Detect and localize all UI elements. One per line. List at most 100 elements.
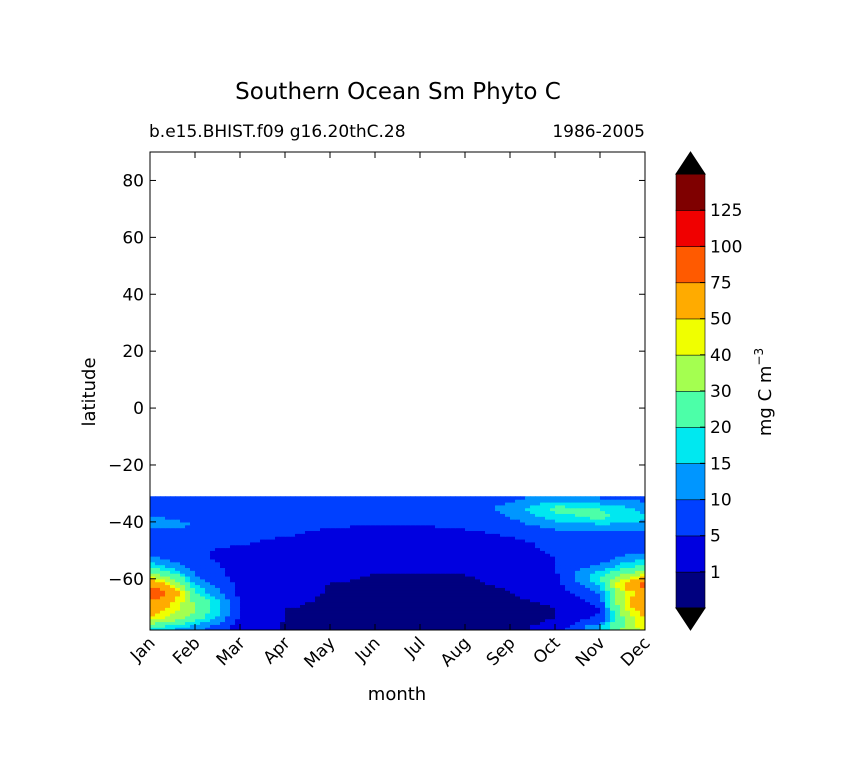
heatmap-cell <box>620 624 626 628</box>
heatmap-cell <box>395 561 401 566</box>
heatmap-cell <box>150 570 156 574</box>
heatmap-cell <box>270 530 276 534</box>
heatmap-cell <box>405 538 411 543</box>
heatmap-cell <box>495 536 501 540</box>
heatmap-cell <box>615 573 621 577</box>
heatmap-cell <box>510 578 516 583</box>
heatmap-cell <box>225 496 231 500</box>
heatmap-cell <box>445 567 451 571</box>
heatmap-cell <box>225 510 231 514</box>
heatmap-cell <box>530 593 536 597</box>
heatmap-cell <box>415 612 421 617</box>
heatmap-cell <box>435 612 441 617</box>
heatmap-cell <box>595 558 601 563</box>
heatmap-cell <box>610 624 616 628</box>
heatmap-cell <box>290 595 296 600</box>
heatmap-cell <box>415 513 421 517</box>
heatmap-cell <box>510 612 516 617</box>
heatmap-cell <box>610 521 616 526</box>
heatmap-cell <box>335 499 341 503</box>
heatmap-cell <box>335 621 341 625</box>
heatmap-cell <box>235 564 241 569</box>
heatmap-cell <box>240 561 246 566</box>
heatmap-cell <box>530 578 536 583</box>
heatmap-cell <box>520 593 526 597</box>
heatmap-cell <box>565 601 571 605</box>
heatmap-cell <box>350 521 356 526</box>
heatmap-cell <box>200 598 206 603</box>
heatmap-cell <box>270 607 276 611</box>
heatmap-cell <box>595 615 601 620</box>
heatmap-cell <box>615 567 621 571</box>
heatmap-cell <box>585 538 591 543</box>
heatmap-cell <box>420 550 426 554</box>
heatmap-cell <box>500 521 506 526</box>
heatmap-cell <box>180 570 186 574</box>
heatmap-cell <box>460 521 466 526</box>
heatmap-cell <box>355 544 361 549</box>
heatmap-cell <box>605 587 611 591</box>
heatmap-cell <box>155 587 161 591</box>
heatmap-cell <box>575 550 581 554</box>
heatmap-cell <box>190 504 196 509</box>
heatmap-cell <box>150 598 156 603</box>
heatmap-cell <box>510 581 516 586</box>
heatmap-cell <box>510 573 516 577</box>
heatmap-cell <box>410 618 416 623</box>
heatmap-cell <box>265 615 271 620</box>
heatmap-cell <box>505 581 511 586</box>
heatmap-cell <box>470 533 476 537</box>
heatmap-cell <box>505 501 511 506</box>
heatmap-cell <box>170 567 176 571</box>
heatmap-cell <box>500 618 506 623</box>
heatmap-cell <box>385 519 391 523</box>
heatmap-cell <box>300 527 306 532</box>
heatmap-cell <box>425 581 431 586</box>
heatmap-cell <box>630 516 636 520</box>
heatmap-cell <box>355 564 361 569</box>
heatmap-cell <box>355 510 361 514</box>
heatmap-cell <box>255 601 261 605</box>
heatmap-cell <box>405 513 411 517</box>
heatmap-cell <box>495 570 501 574</box>
heatmap-cell <box>490 513 496 517</box>
heatmap-cell <box>415 578 421 583</box>
heatmap-cell <box>480 504 486 509</box>
heatmap-cell <box>230 550 236 554</box>
heatmap-cell <box>390 618 396 623</box>
heatmap-cell <box>350 627 356 630</box>
heatmap-cell <box>430 521 436 526</box>
heatmap-cell <box>395 547 401 551</box>
heatmap-cell <box>415 516 421 520</box>
heatmap-cell <box>250 521 256 526</box>
heatmap-cell <box>330 547 336 551</box>
heatmap-cell <box>300 581 306 586</box>
heatmap-cell <box>195 533 201 537</box>
heatmap-cell <box>205 516 211 520</box>
heatmap-cell <box>495 547 501 551</box>
heatmap-cell <box>545 607 551 611</box>
heatmap-cell <box>240 570 246 574</box>
heatmap-cell <box>155 561 161 566</box>
heatmap-cell <box>295 516 301 520</box>
heatmap-cell <box>525 541 531 546</box>
heatmap-cell <box>200 567 206 571</box>
heatmap-cell <box>345 607 351 611</box>
heatmap-cell <box>445 587 451 591</box>
heatmap-cell <box>410 510 416 514</box>
heatmap-cell <box>555 578 561 583</box>
heatmap-cell <box>560 564 566 569</box>
heatmap-cell <box>355 530 361 534</box>
heatmap-cell <box>480 604 486 608</box>
heatmap-cell <box>180 496 186 500</box>
heatmap-cell <box>590 604 596 608</box>
heatmap-cell <box>430 499 436 503</box>
heatmap-cell <box>220 615 226 620</box>
heatmap-cell <box>285 544 291 549</box>
heatmap-cell <box>400 598 406 603</box>
heatmap-cell <box>330 612 336 617</box>
heatmap-cell <box>510 547 516 551</box>
heatmap-cell <box>165 618 171 623</box>
heatmap-cell <box>575 544 581 549</box>
heatmap-cell <box>435 624 441 628</box>
